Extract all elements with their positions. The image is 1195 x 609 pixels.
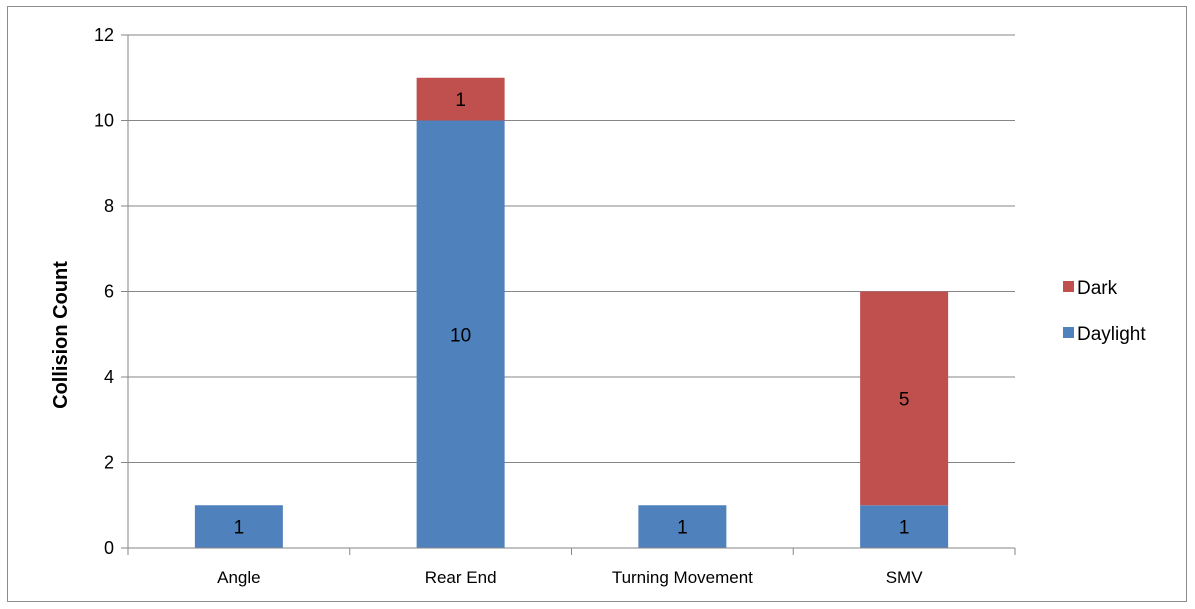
- y-tick-label: 4: [104, 367, 114, 387]
- legend-label-dark: Dark: [1077, 278, 1118, 299]
- data-label: 1: [677, 518, 688, 539]
- labels: 1 10 1 1 1 5: [234, 90, 910, 539]
- bar-dark-smv: [860, 291, 949, 506]
- chart-frame: [7, 6, 1187, 602]
- bar-daylight-smv: [860, 505, 949, 548]
- bar-daylight-angle: [194, 505, 283, 548]
- y-tick-label: 12: [94, 25, 114, 45]
- legend-swatch-daylight: [1063, 327, 1074, 338]
- axes: 0 2 4 6 8 10 12 Angle Rear End Turning Movement SM…: [94, 25, 1016, 587]
- data-label: 1: [455, 90, 466, 111]
- bars: [194, 77, 949, 548]
- bar-daylight-turning-movement: [638, 505, 727, 548]
- y-axis-title: Collision Count: [50, 261, 72, 409]
- y-tick-label: 8: [104, 196, 114, 216]
- legend-label-daylight: Daylight: [1077, 324, 1146, 345]
- legend-swatch-dark: [1063, 281, 1074, 292]
- data-label: 5: [899, 389, 910, 410]
- data-label: 1: [234, 518, 245, 539]
- y-tick-label: 10: [94, 111, 114, 131]
- x-tick-label: Angle: [217, 568, 260, 587]
- bar-dark-rear-end: [416, 77, 505, 121]
- y-tick-label: 2: [104, 453, 114, 473]
- x-tick-label: SMV: [886, 568, 924, 587]
- y-tick-label: 0: [104, 538, 114, 558]
- data-label: 10: [450, 325, 471, 346]
- x-tick-label: Turning Movement: [612, 568, 753, 587]
- bar-daylight-rear-end: [416, 120, 505, 548]
- legend: Dark Daylight: [1063, 278, 1146, 345]
- y-tick-label: 6: [104, 282, 114, 302]
- data-label: 1: [899, 518, 910, 539]
- x-tick-label: Rear End: [425, 568, 497, 587]
